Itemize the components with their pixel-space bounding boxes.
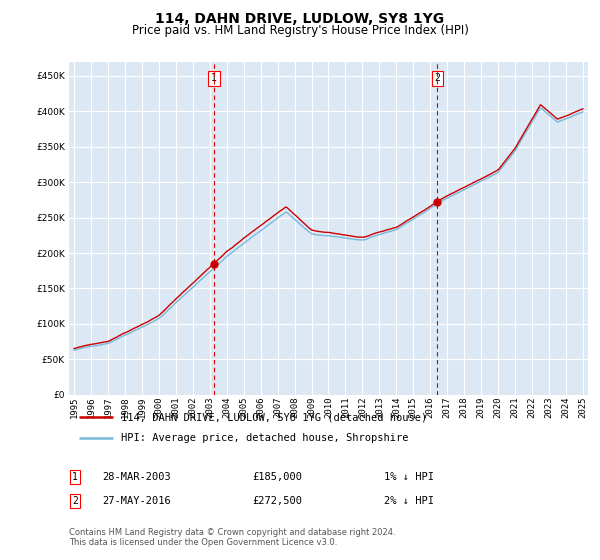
Text: 28-MAR-2003: 28-MAR-2003 bbox=[102, 472, 171, 482]
Text: 2% ↓ HPI: 2% ↓ HPI bbox=[384, 496, 434, 506]
Text: 114, DAHN DRIVE, LUDLOW, SY8 1YG: 114, DAHN DRIVE, LUDLOW, SY8 1YG bbox=[155, 12, 445, 26]
Text: HPI: Average price, detached house, Shropshire: HPI: Average price, detached house, Shro… bbox=[121, 433, 409, 444]
Text: 27-MAY-2016: 27-MAY-2016 bbox=[102, 496, 171, 506]
Text: £185,000: £185,000 bbox=[252, 472, 302, 482]
Text: 1% ↓ HPI: 1% ↓ HPI bbox=[384, 472, 434, 482]
Text: 2: 2 bbox=[434, 73, 440, 83]
Text: 2: 2 bbox=[72, 496, 78, 506]
Text: 1: 1 bbox=[72, 472, 78, 482]
Text: 114, DAHN DRIVE, LUDLOW, SY8 1YG (detached house): 114, DAHN DRIVE, LUDLOW, SY8 1YG (detach… bbox=[121, 412, 427, 422]
Text: Contains HM Land Registry data © Crown copyright and database right 2024.
This d: Contains HM Land Registry data © Crown c… bbox=[69, 528, 395, 547]
Text: 1: 1 bbox=[211, 73, 217, 83]
Text: £272,500: £272,500 bbox=[252, 496, 302, 506]
Text: Price paid vs. HM Land Registry's House Price Index (HPI): Price paid vs. HM Land Registry's House … bbox=[131, 24, 469, 37]
